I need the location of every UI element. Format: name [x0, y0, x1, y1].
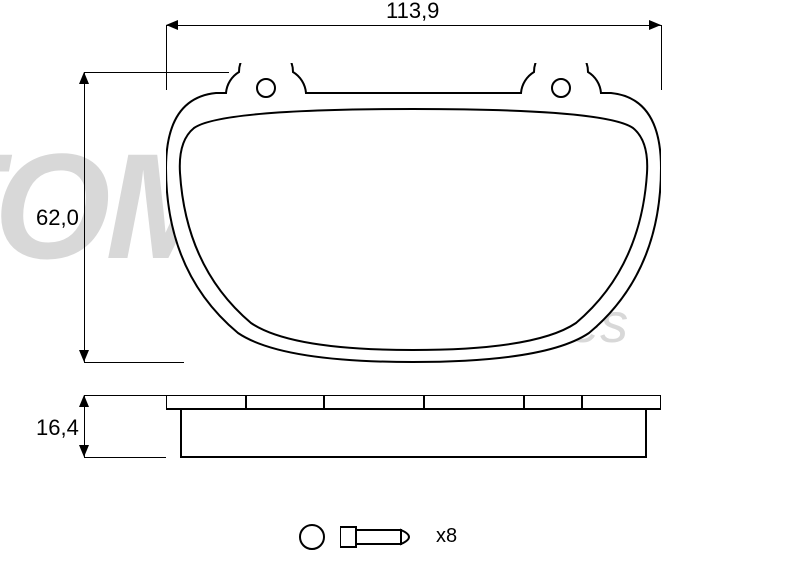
diagram-canvas: TOMEX brakes 113,9 62,0 16,4: [0, 0, 786, 578]
dim-thick-arrow-up: [79, 395, 89, 407]
brake-pad-side-view: [166, 395, 661, 459]
dim-height-arrow-down: [79, 350, 89, 362]
dim-height-label: 62,0: [36, 205, 79, 231]
dim-thick-ext-top: [84, 395, 166, 396]
dim-thick-label: 16,4: [36, 415, 79, 441]
dim-thick-arrow-down: [79, 445, 89, 457]
dim-height-line: [84, 72, 85, 362]
hardware-pin-icon: [340, 521, 420, 553]
dim-width-line: [166, 25, 661, 26]
dim-height-arrow-up: [79, 72, 89, 84]
dim-width-arrow-right: [649, 20, 661, 30]
dim-width-label: 113,9: [386, 0, 439, 24]
hardware-washer-icon: [298, 523, 326, 551]
hardware-qty-label: x8: [436, 525, 457, 548]
brake-pad-front-view: [166, 63, 661, 368]
dim-width-ext-right: [661, 25, 662, 90]
dim-thick-ext-bot: [84, 457, 166, 458]
dim-width-arrow-left: [166, 20, 178, 30]
